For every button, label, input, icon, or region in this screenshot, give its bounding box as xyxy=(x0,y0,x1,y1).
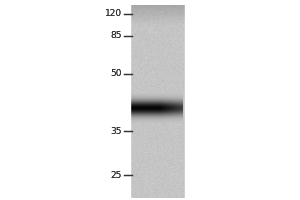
Text: 35: 35 xyxy=(110,127,122,136)
Text: 50: 50 xyxy=(110,70,122,78)
Text: 85: 85 xyxy=(110,31,122,40)
Text: 25: 25 xyxy=(111,170,122,180)
Bar xyxy=(185,0,300,200)
Text: 85: 85 xyxy=(110,31,122,40)
Text: 50: 50 xyxy=(110,70,122,78)
Text: 120: 120 xyxy=(105,9,122,19)
Text: 25: 25 xyxy=(111,170,122,180)
Text: 35: 35 xyxy=(110,127,122,136)
Text: 120: 120 xyxy=(105,9,122,19)
Bar xyxy=(0,0,130,200)
